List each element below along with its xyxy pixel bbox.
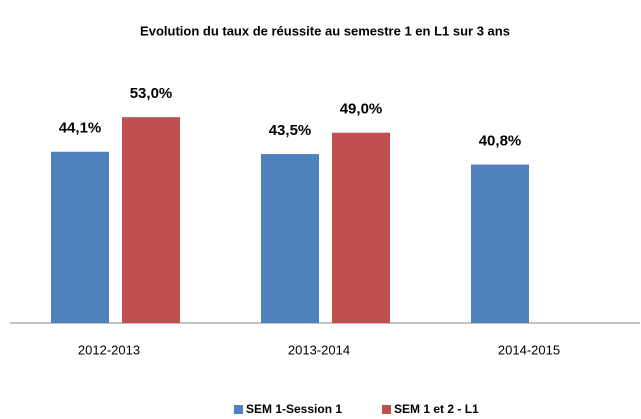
bar <box>122 117 180 323</box>
bar <box>261 154 319 323</box>
legend-label: SEM 1 et 2 - L1 <box>394 402 479 416</box>
chart-title: Evolution du taux de réussite au semestr… <box>140 23 510 38</box>
x-tick-label: 2012-2013 <box>78 342 140 357</box>
legend-swatch <box>234 405 243 414</box>
bar <box>332 132 390 323</box>
bar <box>51 151 109 323</box>
legend-swatch <box>382 405 391 414</box>
data-label: 53,0% <box>130 85 173 102</box>
data-label: 40,8% <box>479 133 522 150</box>
x-tick-label: 2013-2014 <box>288 342 350 357</box>
data-label: 49,0% <box>340 101 383 118</box>
bar <box>471 164 529 323</box>
legend-label: SEM 1-Session 1 <box>246 402 342 416</box>
data-label: 44,1% <box>59 120 102 137</box>
data-label: 43,5% <box>269 122 312 139</box>
x-tick-label: 2014-2015 <box>498 342 560 357</box>
